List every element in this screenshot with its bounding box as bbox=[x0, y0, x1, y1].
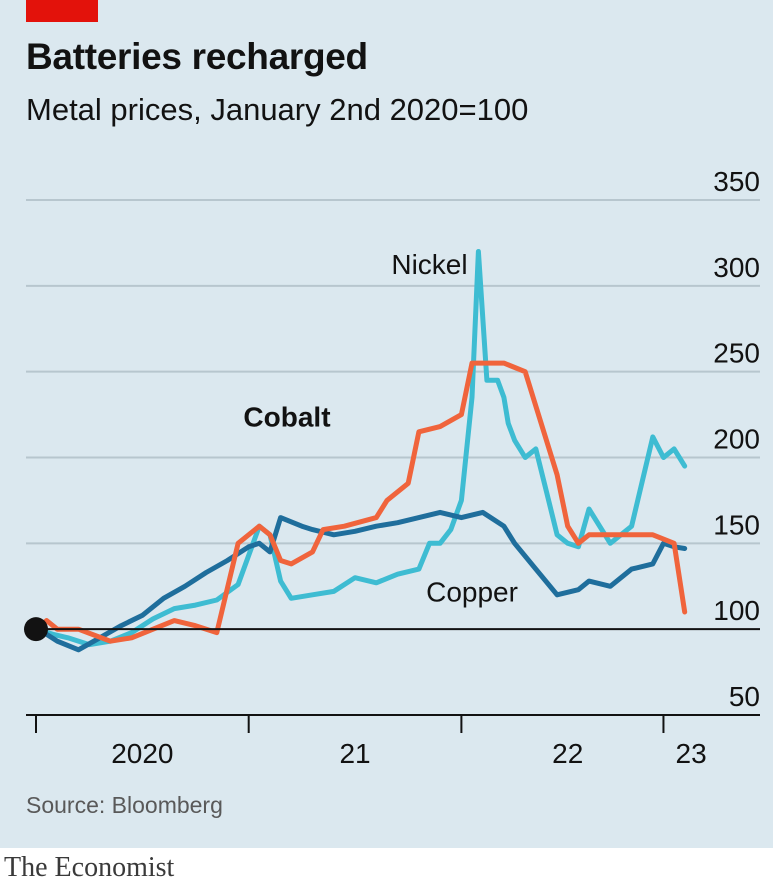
y-tick-label: 50 bbox=[729, 681, 760, 712]
y-tick-label: 150 bbox=[713, 509, 760, 540]
x-tick-label: 21 bbox=[339, 738, 370, 769]
y-tick-label: 200 bbox=[713, 424, 760, 455]
chart-title: Batteries recharged bbox=[26, 36, 368, 77]
x-tick-label: 22 bbox=[552, 738, 583, 769]
chart-panel bbox=[0, 0, 773, 848]
chart-labels: 50 100 150 200 250 300 350 2020 21 22 23 Nickel Coba… bbox=[24, 166, 760, 769]
publisher-logo: The Economist bbox=[4, 852, 175, 883]
source-note: Source: Bloomberg bbox=[26, 792, 223, 818]
chart-subtitle: Metal prices, January 2nd 2020=100 bbox=[26, 92, 529, 127]
y-tick-label: 300 bbox=[713, 252, 760, 283]
series-label-copper: Copper bbox=[426, 577, 518, 608]
start-point-marker bbox=[24, 617, 48, 642]
x-tick-label: 23 bbox=[676, 738, 707, 769]
grid-lines bbox=[26, 199, 760, 545]
axes bbox=[26, 628, 760, 733]
series-label-cobalt: Cobalt bbox=[243, 402, 330, 433]
series-lines bbox=[33, 249, 688, 653]
series-label-nickel: Nickel bbox=[391, 249, 467, 280]
line-chart: 50 100 150 200 250 300 350 2020 21 22 23 Nickel Coba… bbox=[24, 166, 760, 769]
brand-red-bar bbox=[26, 0, 98, 22]
series-line-cobalt bbox=[33, 360, 688, 644]
series-line-nickel bbox=[33, 249, 688, 648]
series-line-copper bbox=[33, 509, 688, 653]
y-tick-label: 100 bbox=[713, 595, 760, 626]
x-tick-label: 2020 bbox=[111, 738, 173, 769]
y-tick-label: 250 bbox=[713, 338, 760, 369]
y-tick-label: 350 bbox=[713, 166, 760, 197]
